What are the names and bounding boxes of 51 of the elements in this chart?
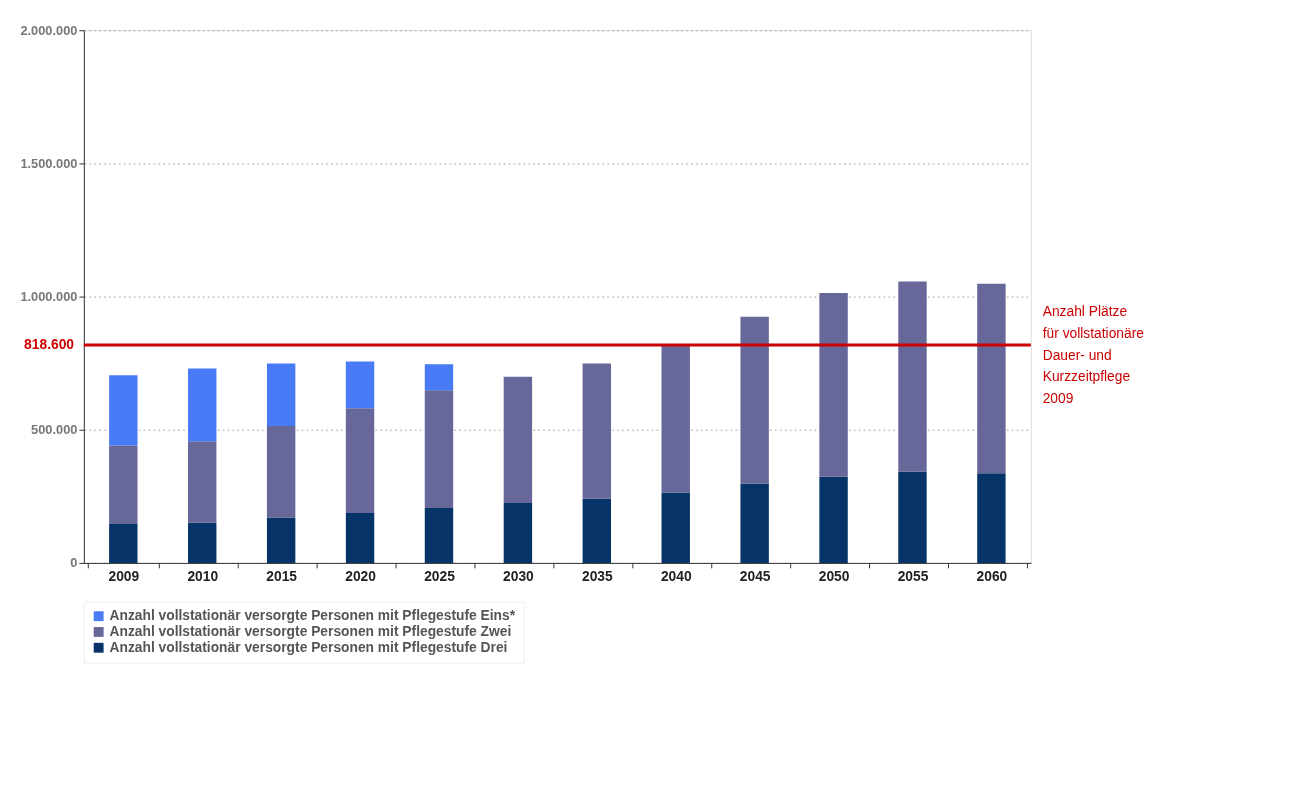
bar — [898, 471, 927, 563]
bar — [582, 363, 612, 499]
x-tick-label: 2060 — [976, 568, 1008, 585]
y-tick-label: 500.000 — [31, 422, 78, 438]
legend-label: Anzahl vollstationär versorgte Personen mit Pflegestufe Zwei — [109, 622, 512, 639]
bar — [819, 476, 848, 563]
bar — [345, 408, 375, 514]
bar — [740, 316, 769, 484]
x-tick-label: 2055 — [897, 568, 929, 585]
bar — [503, 376, 533, 503]
legend-label: Anzahl vollstationär versorgte Personen mit Pflegestufe Drei — [109, 638, 508, 655]
x-tick-label: 2020 — [345, 568, 377, 585]
bar — [424, 364, 454, 391]
bar — [424, 390, 454, 509]
x-tick-label: 2015 — [266, 568, 298, 585]
x-tick-label: 2035 — [581, 568, 613, 585]
bar — [977, 473, 1006, 563]
text: Anzahl Plätze für vollstationäre Dauer- und Kurzzeitpflege 2009 — [1042, 303, 1145, 407]
bar — [819, 293, 848, 477]
x-tick-label: 2040 — [660, 568, 692, 585]
bar — [661, 343, 690, 493]
ref-line-label: 818.600 — [24, 335, 75, 352]
y-tick-label: 0 — [70, 555, 78, 571]
x-tick-label: 2025 — [424, 568, 456, 585]
bar — [109, 445, 138, 525]
bar — [582, 498, 612, 563]
x-tick-label: 2010 — [187, 568, 219, 585]
y-tick-label: 2.000.000 — [20, 22, 78, 38]
bar — [266, 363, 296, 427]
bar — [898, 281, 927, 472]
y-tick-label: 1.000.000 — [20, 289, 78, 305]
bar — [188, 522, 217, 563]
x-tick-label: 2050 — [818, 568, 850, 585]
bar — [424, 508, 454, 563]
bar — [188, 441, 217, 523]
bar — [977, 283, 1006, 474]
bar — [503, 503, 533, 563]
legend-label: Anzahl vollstationär versorgte Personen mit Pflegestufe Eins* — [109, 607, 516, 624]
bar — [266, 426, 296, 518]
x-tick-label: 2009 — [108, 568, 140, 585]
bar — [345, 513, 375, 563]
x-tick-label: 2045 — [739, 568, 771, 585]
bar — [109, 375, 138, 446]
bar — [109, 524, 138, 563]
bar — [740, 483, 769, 563]
bar — [345, 361, 375, 409]
bar — [661, 492, 690, 563]
x-tick-label: 2030 — [503, 568, 535, 585]
bar — [266, 517, 296, 563]
y-tick-label: 1.500.000 — [20, 155, 78, 171]
bar — [188, 368, 217, 442]
